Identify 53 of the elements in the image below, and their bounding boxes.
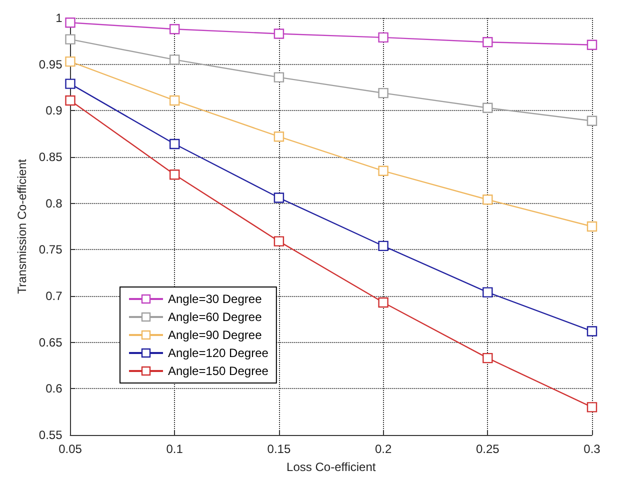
legend-label: Angle=90 Degree <box>168 328 262 342</box>
x-tick-label: 0.2 <box>374 442 392 456</box>
point <box>274 72 284 82</box>
point <box>65 56 76 67</box>
y-tick-label: 0.8 <box>46 196 63 210</box>
legend-label: Angle=60 Degree <box>168 310 262 324</box>
point <box>586 221 598 232</box>
y-tick-label: 0.7 <box>46 289 63 303</box>
y-tick-label: 0.6 <box>46 382 63 396</box>
point <box>586 326 598 336</box>
legend-label: Angle=150 Degree <box>168 364 269 378</box>
point <box>378 297 388 308</box>
x-tick-label: 0.15 <box>267 442 291 456</box>
y-tick-label: 0.55 <box>38 428 63 442</box>
point <box>65 18 76 28</box>
point <box>274 28 284 39</box>
point <box>170 170 180 180</box>
y-tick-label: 0.65 <box>38 335 63 350</box>
x-tick-label: 0.05 <box>58 442 82 456</box>
point <box>65 34 76 44</box>
point <box>586 116 598 126</box>
point <box>274 132 284 142</box>
point <box>170 54 180 65</box>
x-tick-label: 0.1 <box>166 442 184 456</box>
y-tick-label: 0.95 <box>38 57 63 72</box>
y-axis-title: Transmission Co-efficient <box>15 158 29 294</box>
x-axis-title: Loss Co-efficient <box>286 460 376 474</box>
y-tick-label: 0.85 <box>38 150 63 164</box>
point <box>378 88 388 98</box>
point <box>170 95 180 106</box>
point <box>65 95 76 106</box>
y-tick-label: 0.9 <box>46 104 63 118</box>
point <box>586 402 598 412</box>
x-tick-label: 0.3 <box>584 442 601 456</box>
point <box>378 166 388 176</box>
point <box>482 194 493 205</box>
point <box>170 138 180 150</box>
point <box>378 32 388 43</box>
point <box>482 352 493 364</box>
legend-label: Angle=30 Degree <box>168 292 262 306</box>
point <box>378 240 388 252</box>
point <box>482 287 493 298</box>
point <box>586 40 598 50</box>
point <box>482 36 493 48</box>
point <box>274 236 284 246</box>
point <box>65 78 76 89</box>
x-tick-label: 0.25 <box>476 442 500 456</box>
point <box>482 102 493 113</box>
y-tick-label: 0.75 <box>38 242 63 257</box>
y-tick-label: 1 <box>56 11 63 25</box>
point <box>274 192 284 203</box>
legend-label: Angle=120 Degree <box>168 346 269 360</box>
point <box>170 24 180 34</box>
